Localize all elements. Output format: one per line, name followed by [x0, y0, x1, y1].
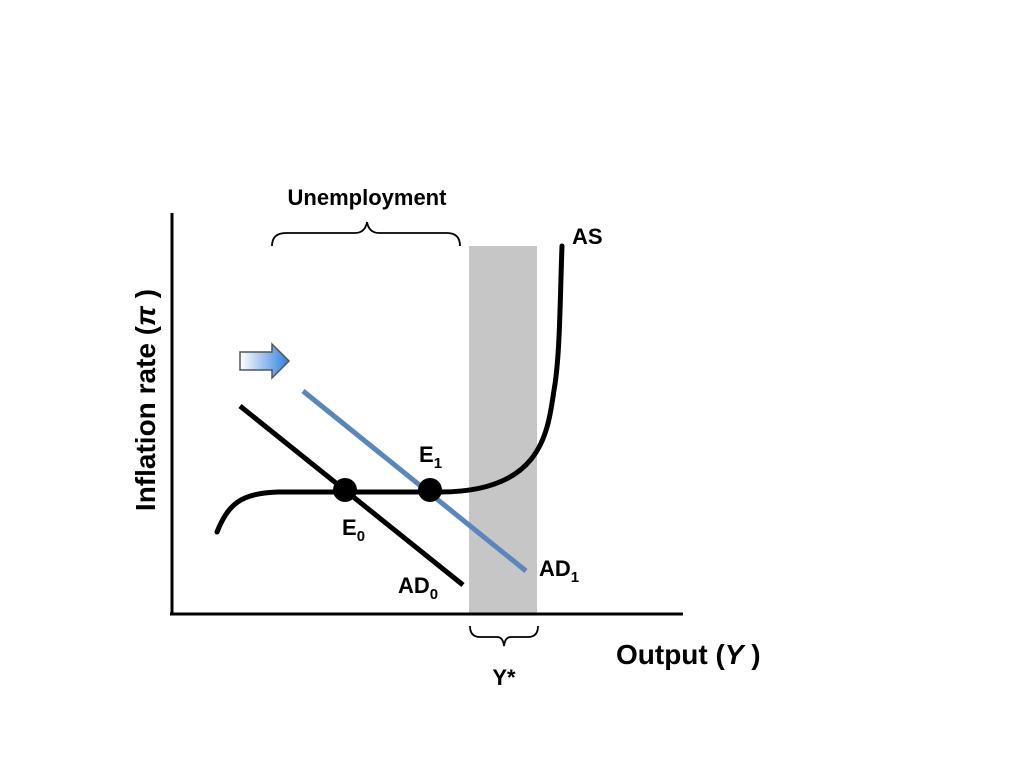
potential-output-label: Y*	[492, 665, 516, 690]
potential-output-brace	[469, 625, 539, 647]
potential-output-band	[469, 246, 537, 614]
e1-point	[418, 478, 442, 502]
x-axis-label: Output (Y )	[616, 639, 761, 670]
ad0-label: AD0	[398, 573, 438, 603]
e1-label: E1	[419, 442, 442, 472]
unemployment-brace	[271, 221, 461, 247]
ad1-line	[301, 389, 528, 573]
as-curve	[214, 243, 565, 535]
right-arrow-icon	[239, 342, 291, 380]
ad1-label: AD1	[539, 556, 579, 586]
e0-label: E0	[342, 515, 365, 545]
y-axis-label: Inflation rate (π )	[130, 289, 161, 511]
e0-point	[333, 478, 357, 502]
unemployment-label: Unemployment	[288, 185, 448, 210]
as-label: AS	[572, 224, 603, 249]
